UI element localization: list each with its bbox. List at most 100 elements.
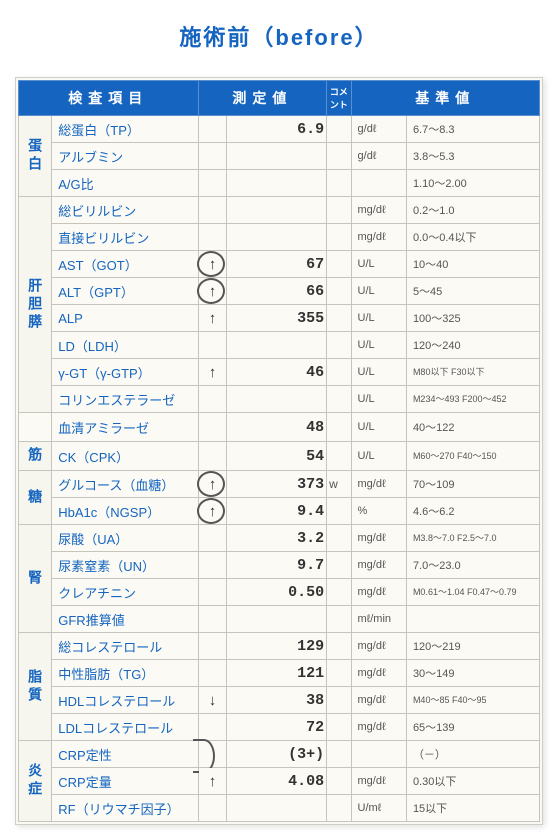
reference-cell: 40～122 [406,413,539,442]
flag-cell [198,552,227,579]
suffix-cell [327,170,351,197]
test-name: CRP定性 [52,741,198,768]
test-name: LD（LDH） [52,332,198,359]
reference-cell: 0.30以下 [406,768,539,795]
unit-cell: mg/dℓ [351,633,406,660]
unit-cell: U/L [351,413,406,442]
flag-cell [198,332,227,359]
flag-cell: ↑ [198,359,227,386]
value-cell: 46 [227,359,327,386]
suffix-cell [327,606,351,633]
table-row: 脂質総コレステロール129mg/dℓ120～219 [19,633,540,660]
reference-cell: M60～270 F40～150 [406,442,539,471]
reference-cell: 10～40 [406,251,539,278]
table-row: 筋CK（CPK）54U/LM60～270 F40～150 [19,442,540,471]
reference-cell: 65～139 [406,714,539,741]
table-row: コリンエステラーゼU/LM234～493 F200～452 [19,386,540,413]
value-cell [227,170,327,197]
test-name: コリンエステラーゼ [52,386,198,413]
table-row: 蛋白総蛋白（TP）6.9g/dℓ6.7～8.3 [19,116,540,143]
flag-cell [198,116,227,143]
test-name: ALT（GPT） [52,278,198,305]
table-row: 糖グルコース（血糖）↑373wmg/dℓ70～109 [19,471,540,498]
flag-cell: ↓ [198,687,227,714]
category-label: 炎症 [19,741,52,822]
suffix-cell [327,143,351,170]
reference-cell: 15以下 [406,795,539,822]
unit-cell: % [351,498,406,525]
value-cell: 4.08 [227,768,327,795]
test-name: アルブミン [52,143,198,170]
flag-cell [198,143,227,170]
test-name: 中性脂肪（TG） [52,660,198,687]
suffix-cell [327,552,351,579]
test-name: HbA1c（NGSP） [52,498,198,525]
test-name: 直接ビリルビン [52,224,198,251]
reference-cell: 5～45 [406,278,539,305]
table-row: 腎尿酸（UA）3.2mg/dℓM3.8～7.0 F2.5～7.0 [19,525,540,552]
reference-cell: M0.61～1.04 F0.47～0.79 [406,579,539,606]
suffix-cell [327,332,351,359]
suffix-cell [327,305,351,332]
unit-cell: mℓ/min [351,606,406,633]
reference-cell: 30～149 [406,660,539,687]
suffix-cell [327,579,351,606]
value-cell: 72 [227,714,327,741]
table-row: LDLコレステロール72mg/dℓ65～139 [19,714,540,741]
test-name: 総蛋白（TP） [52,116,198,143]
table-row: LD（LDH）U/L120～240 [19,332,540,359]
suffix-cell [327,413,351,442]
flag-cell [198,633,227,660]
flag-cell: ↑ [198,278,227,305]
test-name: 総コレステロール [52,633,198,660]
test-name: RF（リウマチ因子） [52,795,198,822]
value-cell: 121 [227,660,327,687]
value-cell: 48 [227,413,327,442]
value-cell: 54 [227,442,327,471]
flag-cell: ↑ [198,305,227,332]
suffix-cell [327,741,351,768]
reference-cell: 7.0～23.0 [406,552,539,579]
value-cell: 6.9 [227,116,327,143]
suffix-cell [327,224,351,251]
reference-cell: M3.8～7.0 F2.5～7.0 [406,525,539,552]
category-label: 筋 [19,442,52,471]
value-cell: 373 [227,471,327,498]
category-label: 糖 [19,471,52,525]
reference-cell: 1.10～2.00 [406,170,539,197]
suffix-cell [327,359,351,386]
unit-cell: mg/dℓ [351,224,406,251]
suffix-cell [327,116,351,143]
table-row: 肝胆膵総ビリルビンmg/dℓ0.2～1.0 [19,197,540,224]
flag-cell [198,224,227,251]
flag-cell: ↑ [198,768,227,795]
test-name: 総ビリルビン [52,197,198,224]
flag-cell [198,795,227,822]
value-cell: 3.2 [227,525,327,552]
reference-cell: 6.7～8.3 [406,116,539,143]
flag-cell [198,525,227,552]
value-cell [227,332,327,359]
flag-cell [198,442,227,471]
unit-cell: U/L [351,442,406,471]
unit-cell: mg/dℓ [351,714,406,741]
suffix-cell [327,660,351,687]
suffix-cell [327,714,351,741]
test-name: 尿素窒素（UN） [52,552,198,579]
test-name: クレアチニン [52,579,198,606]
unit-cell: mg/dℓ [351,768,406,795]
suffix-cell [327,768,351,795]
value-cell: 38 [227,687,327,714]
reference-cell: 3.8～5.3 [406,143,539,170]
category-label [19,413,52,442]
suffix-cell [327,525,351,552]
table-row: 中性脂肪（TG）121mg/dℓ30～149 [19,660,540,687]
value-cell [227,795,327,822]
table-row: アルブミンg/dℓ3.8～5.3 [19,143,540,170]
flag-cell: ↑ [198,471,227,498]
test-name: CRP定量 [52,768,198,795]
header-item: 検査項目 [19,81,199,116]
unit-cell: mg/dℓ [351,525,406,552]
reference-cell: 100～325 [406,305,539,332]
suffix-cell [327,687,351,714]
